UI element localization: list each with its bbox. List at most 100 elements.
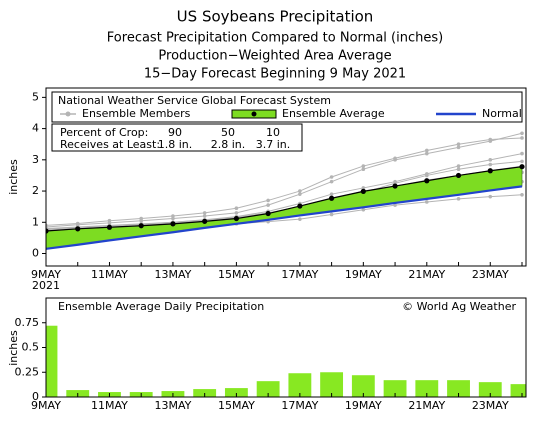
member-point <box>488 194 493 199</box>
member-point <box>107 218 112 223</box>
bar <box>288 373 312 397</box>
bar <box>351 375 375 397</box>
average-point <box>170 221 176 227</box>
average-point <box>46 228 49 234</box>
y-tick-label: 5 <box>32 90 39 103</box>
member-point <box>234 206 239 211</box>
average-point <box>138 223 144 229</box>
member-point <box>425 148 429 153</box>
average-point <box>519 164 525 170</box>
bar <box>478 382 502 397</box>
member-point <box>456 197 461 201</box>
average-point <box>233 215 239 222</box>
table-cell: 10 <box>266 126 280 139</box>
member-point <box>266 203 270 207</box>
average-point <box>424 178 430 184</box>
x-tick-label: 9MAY <box>31 268 61 281</box>
legend-swatch <box>65 111 71 117</box>
x-tick-label: 15MAY <box>218 399 255 412</box>
member-point <box>425 200 429 204</box>
bar <box>46 325 58 397</box>
member-point <box>298 189 302 193</box>
member-point <box>520 151 524 156</box>
legend-box <box>51 91 523 123</box>
y-tick-label: 2 <box>32 184 39 197</box>
member-line <box>46 137 523 226</box>
member-point <box>361 164 366 168</box>
member-point <box>520 131 524 136</box>
y-tick-label: 0.5 <box>22 341 40 354</box>
legend-swatch <box>251 111 257 117</box>
average-point <box>360 188 366 194</box>
x-tick-label: 11MAY <box>91 399 128 412</box>
average-point <box>392 183 398 189</box>
y-axis-label: inches <box>7 330 20 366</box>
member-point <box>171 216 175 221</box>
member-point <box>234 211 239 215</box>
member-point <box>361 167 366 171</box>
member-point <box>425 173 429 178</box>
plot-frame <box>45 87 527 267</box>
member-point <box>520 136 524 140</box>
y-tick-label: 0.75 <box>15 316 40 329</box>
x-tick-label: 19MAY <box>345 399 382 412</box>
member-point <box>202 214 207 218</box>
table-cell: 2.8 in. <box>211 138 246 151</box>
table-cell: 90 <box>168 126 182 139</box>
bar <box>447 380 470 397</box>
chart-subtitle: Production−Weighted Area Average <box>158 49 391 64</box>
bar <box>256 381 280 397</box>
x-tick-label: 15MAY <box>218 268 255 281</box>
member-point <box>456 142 461 147</box>
table-cell: 3.7 in. <box>256 138 291 151</box>
legend-title: National Weather Service Global Forecast… <box>58 94 331 107</box>
table-cell: 1.8 in. <box>158 138 193 151</box>
average-point <box>297 203 303 209</box>
member-point <box>329 179 334 184</box>
average-point <box>329 195 335 201</box>
member-point <box>75 221 80 226</box>
y-tick-label: 1 <box>32 215 39 228</box>
table-label: Receives at Least: <box>60 138 160 151</box>
x-year-label: 2021 <box>32 279 60 292</box>
legend: National Weather Service Global Forecast… <box>51 91 523 152</box>
member-point <box>329 175 334 179</box>
y-tick-label: 0 <box>32 390 39 403</box>
member-point <box>488 137 493 142</box>
legend-label: Ensemble Average <box>282 107 385 120</box>
member-point <box>456 167 461 171</box>
member-point <box>488 158 493 162</box>
normal-line <box>46 185 523 250</box>
member-line <box>46 153 523 230</box>
crop-table <box>51 123 303 152</box>
member-point <box>393 203 397 207</box>
chart-subtitle: 15−Day Forecast Beginning 9 May 2021 <box>144 67 406 82</box>
x-tick-label: 17MAY <box>281 268 318 281</box>
member-point <box>456 164 461 168</box>
y-tick-label: 3 <box>32 153 39 166</box>
plot-area <box>46 325 526 397</box>
average-point <box>487 168 493 174</box>
member-line <box>46 132 523 228</box>
x-tick-label: 19MAY <box>345 268 382 281</box>
member-point <box>202 211 207 215</box>
member-point <box>488 162 493 167</box>
member-point <box>520 193 524 197</box>
y-tick-label: 0 <box>32 247 39 260</box>
x-tick-label: 17MAY <box>281 399 318 412</box>
credit: © World Ag Weather <box>402 300 516 313</box>
panel-title: Ensemble Average Daily Precipitation <box>58 300 264 313</box>
chart-title: US Soybeans Precipitation <box>177 8 374 26</box>
table-cell: 50 <box>221 126 235 139</box>
x-tick-label: 23MAY <box>472 399 509 412</box>
x-tick-label: 13MAY <box>154 268 191 281</box>
x-tick-label: 21MAY <box>408 268 445 281</box>
member-point <box>361 207 366 212</box>
member-point <box>298 217 302 221</box>
average-line <box>46 166 523 232</box>
plot-area <box>46 131 525 250</box>
chart-subtitle: Forecast Precipitation Compared to Norma… <box>107 31 443 46</box>
member-point <box>329 192 334 196</box>
y-tick-label: 0.25 <box>15 365 40 378</box>
